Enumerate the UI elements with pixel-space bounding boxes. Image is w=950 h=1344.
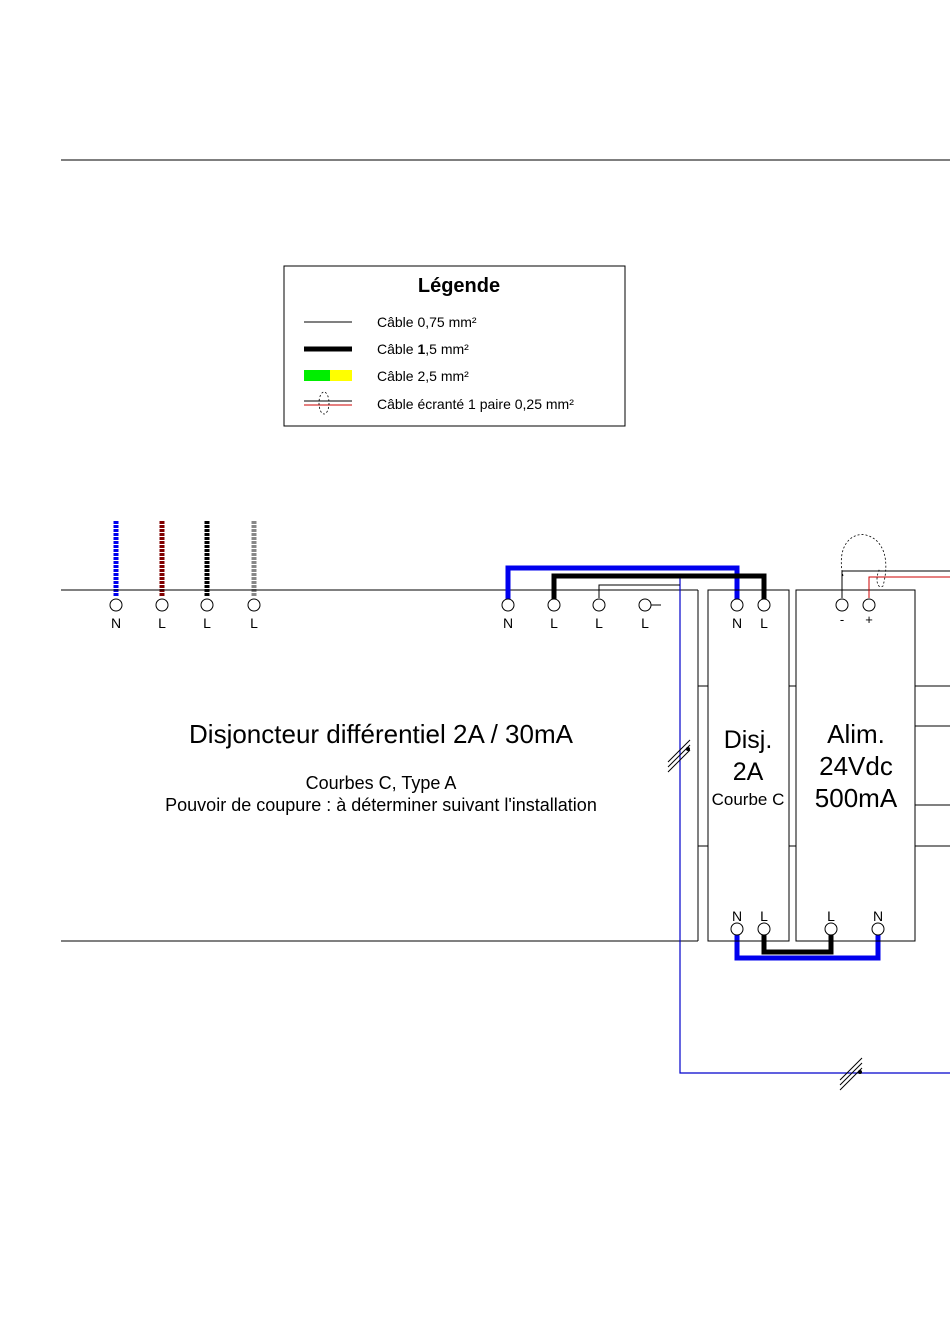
terminal-circle: [155, 598, 169, 612]
breaker-2a-label: Disj.: [724, 726, 773, 754]
legend: Légende Câble 0,75 mm² Câble 1,5 mm² Câb…: [283, 265, 626, 427]
legend-title: Légende: [418, 275, 500, 297]
shield-loop: [841, 534, 887, 588]
terminal-label: +: [865, 612, 873, 627]
tie-stroke: [667, 739, 691, 763]
breaker-2a-box: [707, 589, 790, 942]
terminal-label: N: [503, 615, 513, 631]
legend-item-1: Câble 0,75 mm²: [377, 314, 477, 330]
legend-item-4: Câble écranté 1 paire 0,25 mm²: [377, 396, 574, 412]
terminal-label: N: [732, 615, 742, 631]
legend-shield-ellipse: [318, 391, 330, 415]
terminal-label: L: [760, 615, 768, 631]
terminal-label: L: [827, 908, 835, 924]
breaker-2a-curve: Courbe C: [712, 790, 785, 809]
power-supply: - + Alim. 24Vdc 500mA L N: [795, 534, 950, 942]
tie-dot: [686, 747, 690, 751]
input-cable-stubs: [113, 521, 257, 597]
input-terminals: N L L L: [109, 598, 261, 631]
terminal-circle: [730, 598, 744, 612]
main-breaker-terminals: N L L L: [501, 598, 661, 631]
terminal-circle: [730, 922, 744, 936]
cable-tie-lower: [839, 1057, 863, 1091]
terminal-label: L: [641, 615, 649, 631]
tie-dot: [858, 1070, 862, 1074]
terminal-label: L: [158, 615, 166, 631]
main-breaker: Disjoncteur différentiel 2A / 30mA Courb…: [61, 589, 699, 942]
thick-line-wire: [551, 573, 767, 600]
power-supply-label: Alim.: [827, 719, 885, 749]
legend-earth-yellow-sample: [330, 370, 352, 381]
dc-positive-wire: [868, 576, 950, 598]
terminal-circle: [835, 598, 849, 612]
legend-item-2: Câble 1,5 mm²: [377, 341, 469, 357]
terminal-label: L: [203, 615, 211, 631]
terminal-circle: [200, 598, 214, 612]
thick-neutral-wire: [505, 565, 740, 600]
legend-earth-green-sample: [304, 370, 330, 381]
terminal-circle: [638, 598, 652, 612]
terminal-circle: [547, 598, 561, 612]
terminal-circle: [824, 922, 838, 936]
terminal-label: -: [840, 612, 844, 627]
legend-box: [283, 265, 626, 427]
thin-blue-wire: [679, 578, 950, 1074]
breaker-2a: N L Disj. 2A Courbe C N L: [698, 589, 796, 942]
terminal-circle: [592, 598, 606, 612]
tie-stroke: [839, 1057, 863, 1081]
power-supply-current: 500mA: [815, 783, 898, 813]
cable-tie-upper: [667, 739, 691, 773]
terminal-label: N: [873, 908, 883, 924]
main-breaker-title: Disjoncteur différentiel 2A / 30mA: [189, 719, 574, 749]
main-breaker-capacity: Pouvoir de coupure : à déterminer suivan…: [165, 795, 597, 815]
tie-stroke: [839, 1062, 863, 1086]
dc-negative-wire: [841, 570, 950, 598]
terminal-label: L: [760, 908, 768, 924]
power-supply-voltage: 24Vdc: [819, 751, 893, 781]
terminal-label: N: [111, 615, 121, 631]
terminal-label: N: [732, 908, 742, 924]
terminal-circle: [871, 922, 885, 936]
terminal-circle: [757, 922, 771, 936]
terminal-circle: [247, 598, 261, 612]
terminal-label: L: [595, 615, 603, 631]
power-supply-box: [795, 589, 916, 942]
bottom-neutral-bridge: [734, 933, 881, 961]
main-breaker-curve: Courbes C, Type A: [306, 773, 457, 793]
terminal-circle: [757, 598, 771, 612]
tie-stroke: [667, 749, 691, 773]
thin-black-wire: [598, 584, 680, 598]
terminal-circle: [109, 598, 123, 612]
wires: [505, 565, 950, 1074]
terminal-circle: [862, 598, 876, 612]
terminal-label: L: [550, 615, 558, 631]
breaker-2a-rating: 2A: [733, 758, 764, 786]
terminal-circle: [501, 598, 515, 612]
terminal-label: L: [250, 615, 258, 631]
legend-item-3: Câble 2,5 mm²: [377, 368, 469, 384]
bottom-line-bridge: [761, 933, 834, 955]
